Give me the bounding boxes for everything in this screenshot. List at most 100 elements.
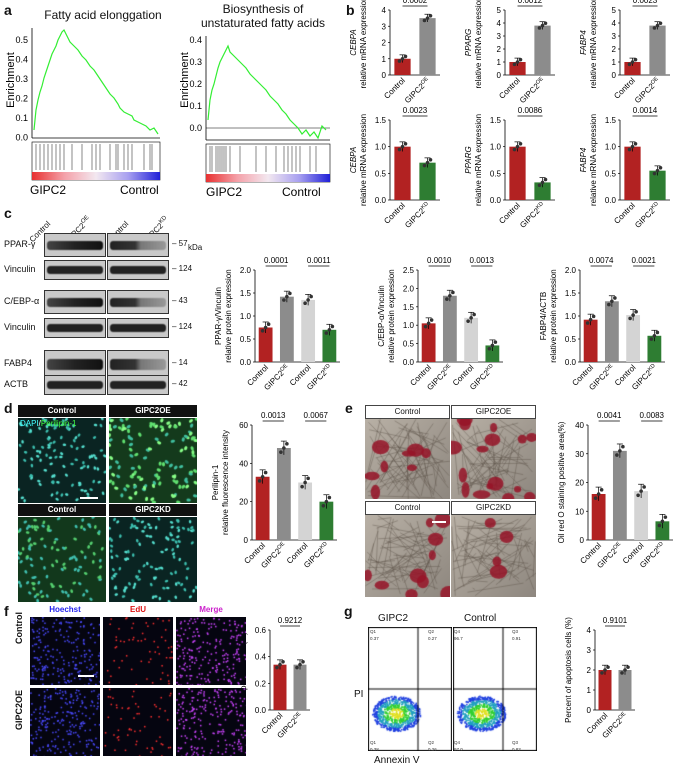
y-tick-label: 1.0 [605,143,617,152]
edu-hoechst-oe [30,688,100,756]
data-point [652,26,657,30]
gsea-ytick: 0.1 [189,101,202,111]
data-point [615,453,619,457]
blot-strip [44,350,106,378]
flow-quadrant-label: 0.91 [512,636,521,641]
gsea-ytick: 0.0 [15,133,28,143]
data-point [596,492,601,496]
pvalue-label: 0.0002 [403,0,428,5]
bar [624,146,641,200]
y-tick-label: 1.0 [240,312,252,321]
y-tick-label: 0.0 [255,706,267,715]
y-axis-label: CEBPA relative mRNA expression [349,114,368,206]
data-point [303,301,307,306]
data-point [630,60,635,64]
blot-band [110,297,166,308]
x-tick-label: GIPC2OE [403,76,430,105]
gsea-title-1: Fatty acid elonggation [44,8,162,22]
y-tick-label: 20 [575,479,584,488]
panel-letter-b: b [346,2,355,18]
data-point [636,493,640,498]
blot-strip [44,233,106,257]
data-point [540,23,545,28]
y-tick-label: 1.5 [605,116,617,125]
blot-kda: – 124 [172,264,193,273]
data-point [623,668,627,672]
blot-kda: – 57 [172,239,188,248]
flow-quadrant-label: 96.7 [454,636,463,641]
y-tick-label: 1 [612,58,617,67]
pvalue-label: 0.0001 [264,256,289,265]
y-axis-label-rest: relative mRNA expression [359,114,368,206]
data-point [627,147,632,152]
y-tick-label: 3 [382,22,387,31]
if-image-control [18,418,106,503]
bar [583,319,598,362]
data-point [610,299,614,304]
flow-header-gipc2: GIPC2 [378,613,409,624]
y-axis-label-line2: relative fluorescence intensity [221,430,230,535]
y-axis-label-line1: FABP4/ACTB [539,292,548,340]
panel-letter-e: e [345,400,353,416]
data-point [400,56,405,61]
y-axis-label-rest: relative mRNA expression [474,114,483,206]
flow-header-control: Control [464,613,497,624]
y-tick-label: 0 [497,71,502,80]
data-point [634,309,638,314]
pvalue-label: 0.0013 [470,256,495,265]
data-point [403,54,408,59]
bar [293,664,307,710]
oil-image-kd [451,515,536,597]
y-tick-label: 2.0 [403,284,415,293]
y-axis-label: PPAR-γ/Vinculin relative protein expressi… [214,269,233,362]
data-point [260,329,265,333]
if-stain-legend: DAPI/Perilipin-1 [20,419,77,428]
data-point [285,294,289,299]
data-point [423,324,428,329]
bar-chart-3: 0.0 0.5 1.0 1.5 CEBPA relative mRNA expressio… [349,106,440,230]
oil-red-images: Control GIPC2OE Control GIPC2KD [365,405,540,597]
bar [255,476,270,540]
bar [618,670,632,710]
blot-strip [107,233,169,257]
data-point [613,296,617,300]
bar [634,491,649,540]
y-tick-label: 1.5 [565,289,577,298]
pvalue-label: 0.0074 [589,256,614,265]
data-point [518,141,523,146]
gsea-left-label-1: GIPC2 [30,183,66,197]
flow-quadrant-label: 0.27 [428,636,437,641]
data-point [606,665,610,669]
pvalue-label: 0.0041 [597,411,622,420]
data-point [403,141,408,146]
blot-kda: – 42 [172,379,188,388]
y-axis-label: Perilipin-1 relative fluorescence intensi… [211,430,230,535]
data-point [428,13,433,18]
pvalue-label: 0.0013 [261,411,286,420]
gsea-yticks-1: 0.5 0.4 0.3 0.2 0.1 0.0 [15,35,28,143]
data-point [303,480,307,485]
y-axis-label-line1: PPAR-γ/Vinculin [214,287,223,345]
data-point [512,62,517,67]
y-tick-label: 0 [587,706,592,715]
flow-plot-control [453,627,537,751]
data-point [618,449,622,453]
y-axis-label-gene: PPARG [464,146,473,173]
y-tick-label: 1.0 [490,143,502,152]
data-point [451,290,455,295]
y-axis-label-line1: Percent of apoptosis cells (%) [564,617,573,723]
bar [598,670,612,710]
x-tick-label-text: GIPC2KD [518,201,547,230]
panel-letter-a: a [4,2,12,18]
y-tick-label: 30 [575,450,584,459]
data-point [658,21,663,26]
blot-row-label: PPAR-γ [4,239,36,249]
data-point [324,499,329,504]
y-axis-label-line2: relative protein expression [387,269,396,362]
data-point [620,671,624,675]
pvalue-label: 0.0011 [307,256,331,265]
y-tick-label: 1.0 [565,312,577,321]
edu-hoechst-control [30,617,100,685]
y-tick-label: 1.0 [403,321,415,330]
blot-kda: – 124 [172,322,193,331]
